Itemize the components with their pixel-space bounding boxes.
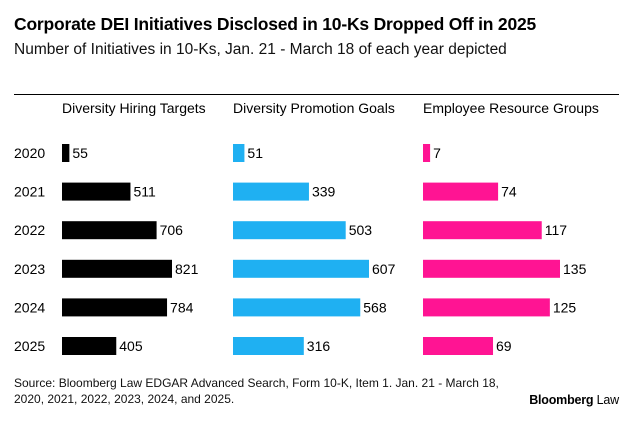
bar xyxy=(62,298,168,317)
logo-thin: Law xyxy=(596,393,620,407)
bar xyxy=(233,221,346,240)
data-label: 503 xyxy=(349,222,373,238)
bar xyxy=(423,298,550,317)
bar xyxy=(62,259,172,278)
bloomberg-law-logo: Bloomberg Law xyxy=(529,393,619,407)
bar xyxy=(423,182,499,201)
bar xyxy=(62,337,117,355)
series-header: Diversity Promotion Goals xyxy=(233,100,395,116)
logo-bold: Bloomberg xyxy=(529,393,594,407)
series-header: Diversity Hiring Targets xyxy=(62,100,206,116)
year-label: 2023 xyxy=(14,261,45,277)
data-label: 69 xyxy=(496,338,512,354)
data-label: 125 xyxy=(553,299,577,315)
data-label: 74 xyxy=(501,184,517,200)
bar xyxy=(423,144,431,162)
bar-chart: 2020 2021 2022 2023 2024 2025 Diversity Hiring… xyxy=(14,100,599,355)
bar xyxy=(62,144,70,162)
year-label: 2022 xyxy=(14,222,45,238)
data-label: 7 xyxy=(433,145,441,161)
chart-area: 2020 2021 2022 2023 2024 2025 Diversity Hiring… xyxy=(0,95,633,365)
bar xyxy=(62,182,131,201)
bar xyxy=(423,259,560,278)
data-label: 607 xyxy=(372,261,396,277)
bar xyxy=(423,221,542,240)
year-label: 2025 xyxy=(14,338,45,354)
chart-subtitle: Number of Initiatives in 10-Ks, Jan. 21 … xyxy=(14,41,507,58)
bar xyxy=(233,298,361,317)
bar xyxy=(233,337,304,355)
data-label: 706 xyxy=(160,222,184,238)
data-label: 821 xyxy=(175,261,199,277)
data-label: 55 xyxy=(72,145,88,161)
series-header: Employee Resource Groups xyxy=(423,100,599,116)
source-note: Source: Bloomberg Law EDGAR Advanced Sea… xyxy=(14,376,499,406)
data-label: 316 xyxy=(307,338,331,354)
data-label: 405 xyxy=(119,338,143,354)
data-label: 568 xyxy=(363,299,387,315)
data-label: 135 xyxy=(563,261,587,277)
data-label: 339 xyxy=(312,184,336,200)
year-label: 2024 xyxy=(14,299,45,315)
bar xyxy=(423,337,494,355)
data-label: 784 xyxy=(170,299,194,315)
bar xyxy=(233,259,369,278)
title-divider xyxy=(14,94,619,95)
bar xyxy=(62,221,157,240)
data-label: 117 xyxy=(545,222,568,238)
data-label: 51 xyxy=(247,145,263,161)
bar xyxy=(233,144,245,162)
chart-title: Corporate DEI Initiatives Disclosed in 1… xyxy=(14,14,537,34)
year-label: 2021 xyxy=(14,184,45,200)
bar xyxy=(233,182,309,201)
year-label: 2020 xyxy=(14,145,45,161)
data-label: 511 xyxy=(133,184,156,200)
